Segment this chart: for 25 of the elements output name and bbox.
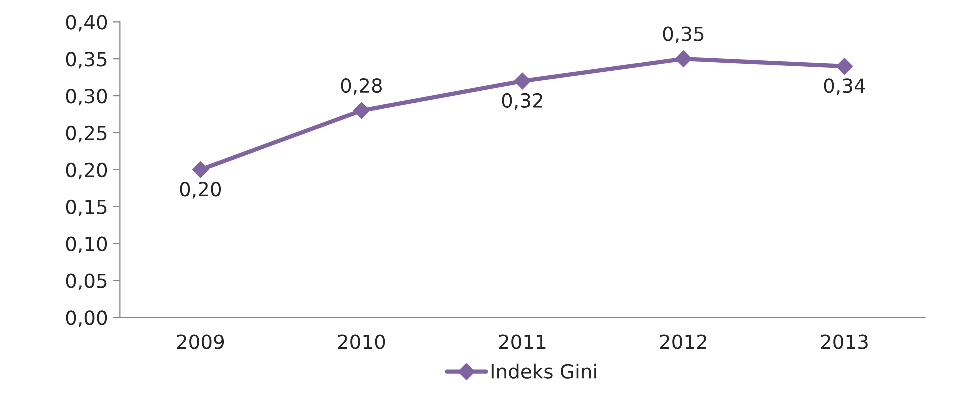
point bbox=[675, 50, 692, 68]
x-tick-label: 2013 bbox=[821, 334, 868, 350]
y-tick-label: 0,20 bbox=[66, 162, 108, 180]
data-label: 0,32 bbox=[502, 93, 542, 110]
point bbox=[514, 72, 532, 90]
point bbox=[836, 58, 854, 75]
data-label: 0,28 bbox=[341, 78, 382, 96]
x-tick-label: 2011 bbox=[499, 334, 546, 350]
y-tick-label: 0,40 bbox=[66, 15, 108, 32]
x-tick-label: 2012 bbox=[660, 334, 706, 350]
y-tick-label: 0,10 bbox=[66, 236, 108, 254]
point bbox=[192, 162, 210, 178]
y-tick-label: 0,15 bbox=[66, 200, 107, 217]
y-tick-label: 0,30 bbox=[66, 88, 108, 106]
y-tick-label: 0,25 bbox=[66, 126, 107, 143]
y-tick-label: 0,00 bbox=[66, 310, 108, 328]
point bbox=[353, 102, 370, 120]
y-tick-label: 0,35 bbox=[66, 52, 107, 69]
data-label: 0,20 bbox=[180, 182, 222, 199]
data-label: 0,34 bbox=[824, 78, 866, 96]
y-tick-label: 0,05 bbox=[66, 274, 107, 290]
x-tick-label: 2010 bbox=[338, 334, 386, 350]
legend-label: Indeks Gini bbox=[492, 364, 596, 379]
data-label: 0,35 bbox=[663, 26, 704, 44]
x-tick-label: 2009 bbox=[177, 334, 224, 350]
